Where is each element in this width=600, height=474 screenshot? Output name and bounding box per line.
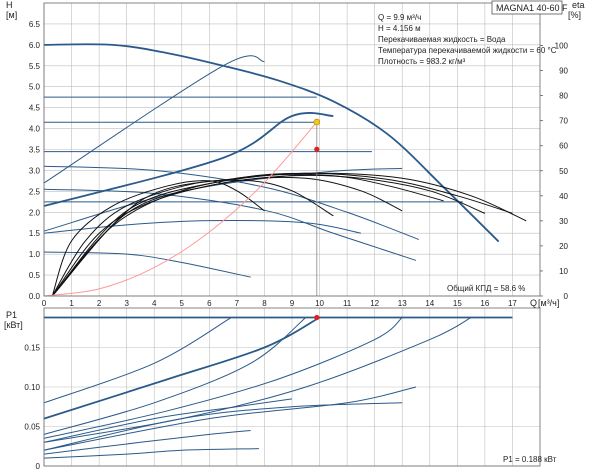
power-tick-label: 0.15 — [24, 344, 40, 353]
power-readout: P1 = 0.188 кВт — [503, 455, 557, 464]
x-tick-label: 15 — [453, 299, 462, 308]
efficiency-curve — [51, 180, 265, 297]
x-tick-label: 6 — [207, 299, 212, 308]
efficiency-curve — [51, 174, 486, 297]
pump-curve — [43, 55, 265, 184]
head-tick-label: 3.0 — [29, 166, 41, 175]
eta-tick-label: 90 — [559, 67, 568, 76]
pump-curve — [43, 112, 334, 207]
head-axes: 0 1 2 3 4 5 6 7 8 9 10 11 12 13 14 15 16 170.00.51.01.52.… — [29, 2, 569, 308]
duty-point-power — [314, 314, 320, 321]
power-curve — [43, 316, 320, 420]
head-tick-label: 5.0 — [29, 83, 41, 92]
eta-tick-label: 100 — [555, 42, 569, 51]
head-axis-label: H — [6, 0, 13, 10]
efficiency-readout: Общий КПД = 58.6 % — [447, 284, 525, 293]
head-tick-label: 4.0 — [29, 125, 41, 134]
eta-tick-label: 70 — [559, 117, 568, 126]
power-curve — [43, 386, 417, 451]
power-curve — [43, 317, 232, 404]
power-curves — [43, 314, 513, 459]
model-badge-frame — [491, 0, 563, 15]
head-tick-label: 6.0 — [29, 41, 41, 50]
x-tick-label: 0 — [42, 299, 47, 308]
power-grid — [43, 308, 540, 467]
power-curve — [43, 448, 259, 459]
pump-curve — [43, 220, 361, 234]
x-tick-label: 12 — [370, 299, 379, 308]
eta-tick-label: 80 — [559, 92, 568, 101]
eta-tick-label: 50 — [559, 167, 568, 176]
info-liquid: Перекачиваемая жидкость = Вода — [378, 35, 506, 44]
head-grid — [43, 3, 540, 297]
pump-curve — [43, 188, 417, 261]
x-tick-label: 1 — [69, 299, 74, 308]
head-tick-label: 3.5 — [29, 146, 41, 155]
head-plot-frame — [43, 2, 541, 297]
x-tick-label: 13 — [398, 299, 407, 308]
head-tick-label: 6.5 — [29, 20, 41, 29]
eta-axis-unit: [%] — [568, 10, 581, 20]
system-curve — [43, 121, 318, 297]
x-axis-label: Q — [530, 298, 537, 308]
power-curve — [43, 317, 403, 439]
head-axis-unit: [м] — [6, 10, 17, 20]
head-tick-label: 4.5 — [29, 104, 41, 113]
power-curve — [43, 317, 472, 443]
x-tick-label: 7 — [235, 299, 240, 308]
head-tick-label: 1.5 — [29, 229, 41, 238]
head-tick-label: 2.5 — [29, 187, 41, 196]
eta-tick-label: 0 — [564, 292, 569, 301]
x-axis-unit: [м³/ч] — [538, 298, 559, 308]
x-tick-label: 5 — [180, 299, 185, 308]
duty-point-efficiency — [314, 146, 320, 152]
x-tick-label: 14 — [425, 299, 434, 308]
head-curves — [43, 43, 527, 297]
x-tick-label: 3 — [124, 299, 129, 308]
power-curve — [43, 317, 307, 435]
x-tick-label: 4 — [152, 299, 157, 308]
eta-tick-label: 60 — [559, 142, 568, 151]
power-axis-unit: [кВт] — [4, 320, 23, 330]
x-tick-label: 9 — [290, 299, 295, 308]
x-tick-label: 11 — [343, 299, 352, 308]
eta-tick-label: 30 — [559, 217, 568, 226]
model-badge: MAGNA1 40-60 F — [496, 3, 568, 13]
efficiency-curve — [51, 176, 403, 297]
pump-curve — [43, 165, 419, 240]
eta-tick-label: 10 — [559, 267, 568, 276]
head-tick-label: 1.0 — [29, 250, 41, 259]
power-tick-label: 0 — [36, 462, 41, 471]
info-head: H = 4.156 м — [378, 24, 421, 33]
power-curve — [43, 402, 403, 451]
pump-curve — [43, 43, 500, 243]
x-tick-label: 2 — [97, 299, 102, 308]
head-tick-label: 5.5 — [29, 62, 41, 71]
efficiency-curve — [51, 173, 444, 297]
power-plot-frame — [43, 307, 541, 467]
power-tick-label: 0.10 — [24, 383, 40, 392]
eta-tick-label: 20 — [559, 242, 568, 251]
x-tick-label: 8 — [262, 299, 267, 308]
x-tick-label: 17 — [508, 299, 517, 308]
info-temperature: Температура перекачиваемой жидкости = 60… — [378, 46, 557, 55]
eta-tick-label: 40 — [559, 192, 568, 201]
power-curve — [43, 429, 251, 455]
info-density: Плотность = 983.2 кг/м³ — [378, 57, 466, 66]
head-tick-label: 2.0 — [29, 208, 41, 217]
head-tick-label: 0.0 — [29, 292, 41, 301]
power-tick-label: 0.05 — [24, 423, 40, 432]
eta-axis-label: eta — [572, 0, 585, 10]
x-tick-label: 10 — [315, 299, 324, 308]
info-flow: Q = 9.9 м³/ч — [378, 13, 421, 22]
head-tick-label: 0.5 — [29, 271, 41, 280]
power-curve — [43, 398, 293, 443]
efficiency-curve — [51, 172, 527, 297]
duty-point-head — [313, 118, 321, 126]
x-tick-label: 16 — [480, 299, 489, 308]
power-axis-label: P1 — [6, 310, 17, 320]
power-axes: 0 0.05 0.10 0.15 — [24, 307, 541, 471]
